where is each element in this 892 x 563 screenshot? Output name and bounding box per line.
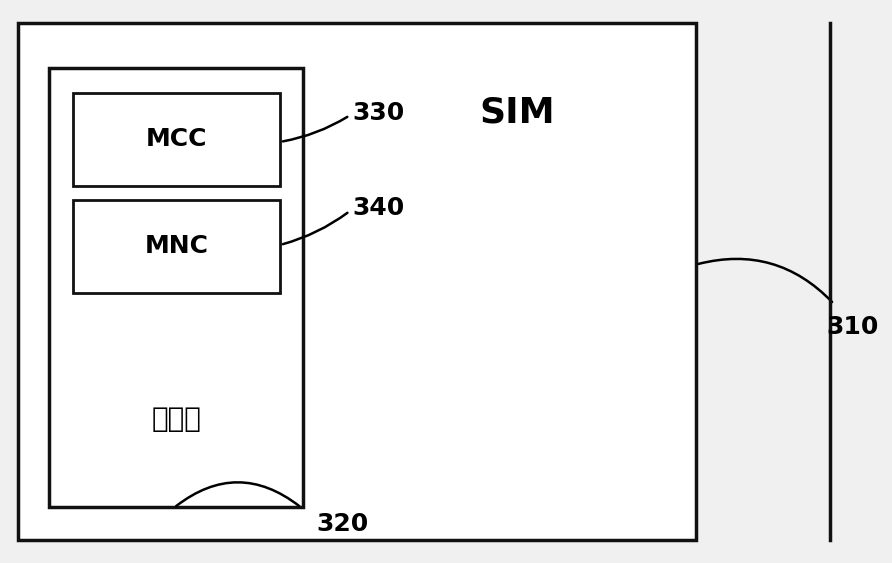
Text: MCC: MCC — [146, 127, 207, 151]
Bar — [18, 23, 696, 540]
Text: 320: 320 — [317, 512, 369, 535]
Bar — [73, 93, 280, 186]
Bar — [49, 68, 303, 507]
Text: 330: 330 — [352, 101, 405, 124]
Text: MNC: MNC — [145, 234, 209, 258]
FancyArrowPatch shape — [698, 259, 832, 302]
Text: 存储器: 存储器 — [152, 405, 201, 433]
Text: SIM: SIM — [480, 96, 555, 129]
Text: 340: 340 — [352, 196, 405, 220]
Bar — [73, 200, 280, 293]
FancyArrowPatch shape — [283, 117, 347, 141]
FancyArrowPatch shape — [176, 482, 300, 506]
Text: 310: 310 — [826, 315, 879, 338]
FancyArrowPatch shape — [283, 213, 348, 244]
